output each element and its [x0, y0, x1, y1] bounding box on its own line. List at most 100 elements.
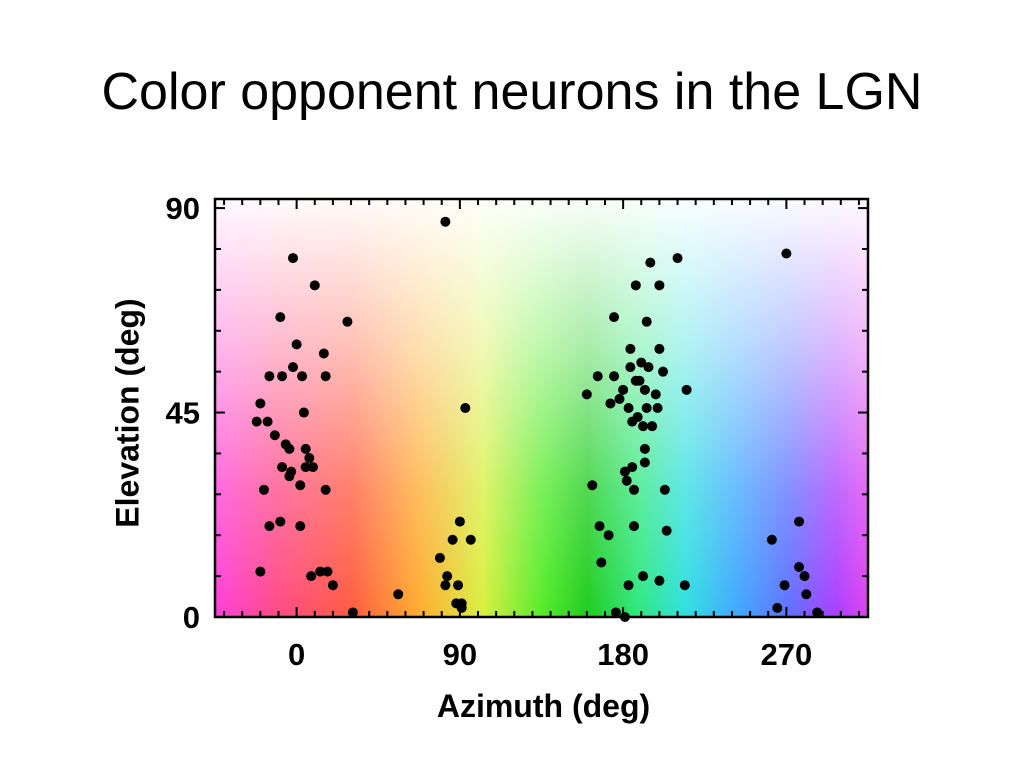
data-point: [342, 316, 353, 327]
data-point: [618, 384, 629, 395]
data-point: [605, 398, 616, 409]
data-point: [587, 480, 598, 491]
data-point: [772, 602, 783, 613]
data-point: [264, 521, 275, 532]
data-point: [327, 580, 338, 591]
data-point: [596, 557, 607, 568]
data-point: [621, 475, 632, 486]
data-point: [300, 462, 311, 473]
data-point: [465, 534, 476, 545]
data-point: [264, 371, 275, 382]
data-point: [636, 357, 647, 368]
data-point: [638, 421, 649, 432]
data-point: [658, 366, 669, 377]
data-point: [619, 612, 630, 622]
data-point: [647, 421, 658, 432]
data-point: [322, 566, 333, 577]
data-point: [306, 571, 317, 582]
data-point: [277, 371, 288, 382]
plot-area: [213, 197, 870, 622]
y-axis-title: Elevation (deg): [109, 298, 145, 527]
data-point: [297, 371, 308, 382]
data-point: [275, 516, 286, 527]
data-point: [309, 280, 320, 291]
data-point: [632, 412, 643, 423]
data-point: [630, 280, 641, 291]
data-point: [643, 362, 654, 373]
data-point: [298, 407, 309, 418]
data-point: [592, 371, 603, 382]
data-point: [275, 312, 286, 323]
data-point: [629, 521, 640, 532]
data-point: [794, 516, 805, 527]
x-tick-labels: 0 90 180 270: [288, 637, 812, 672]
data-point: [460, 403, 471, 413]
data-point: [286, 466, 297, 477]
data-point: [320, 484, 331, 495]
slide-title: Color opponent neurons in the LGN: [101, 63, 923, 121]
data-point: [623, 580, 634, 591]
data-point: [645, 257, 656, 268]
data-point: [393, 589, 404, 600]
data-point: [679, 580, 690, 591]
data-point: [300, 443, 311, 454]
data-point: [681, 384, 692, 395]
data-point: [287, 362, 298, 373]
data-point: [603, 530, 614, 541]
data-point: [262, 416, 273, 427]
data-point: [639, 443, 650, 454]
data-point: [614, 393, 625, 404]
data-point: [609, 371, 620, 382]
data-point: [295, 521, 306, 532]
x-tick-label: 270: [761, 637, 813, 672]
data-point: [291, 339, 302, 350]
data-point: [269, 430, 280, 441]
data-point: [627, 462, 638, 473]
data-point: [251, 416, 262, 427]
data-point: [258, 484, 269, 495]
data-point: [447, 534, 458, 545]
data-point: [652, 403, 663, 413]
data-point: [639, 457, 650, 468]
data-point: [659, 484, 670, 495]
data-point: [812, 607, 823, 618]
data-point: [287, 253, 298, 264]
data-point: [794, 562, 805, 573]
x-tick-label: 180: [597, 637, 649, 672]
data-point: [315, 566, 326, 577]
data-point: [255, 398, 266, 409]
data-point: [610, 607, 621, 618]
data-point: [654, 343, 665, 354]
data-point: [609, 312, 620, 323]
data-point: [440, 216, 451, 227]
x-tick-label: 0: [288, 637, 305, 672]
data-point: [277, 462, 288, 473]
data-point: [629, 484, 640, 495]
data-point: [654, 575, 665, 586]
data-point: [641, 403, 652, 413]
data-point: [801, 589, 812, 600]
data-point: [641, 316, 652, 327]
y-tick-label: 90: [166, 191, 200, 226]
data-point: [456, 602, 467, 613]
x-tick-label: 90: [443, 637, 477, 672]
data-point: [639, 384, 650, 395]
data-point: [307, 462, 318, 473]
data-point: [255, 566, 266, 577]
data-point: [318, 348, 329, 359]
data-point: [638, 571, 649, 582]
y-tick-label: 45: [166, 396, 200, 431]
colormap-saturation-overlay: [215, 199, 868, 617]
data-point: [453, 580, 464, 591]
data-point: [454, 516, 465, 527]
data-point: [284, 443, 295, 454]
data-point: [634, 375, 645, 386]
data-points: [251, 216, 823, 622]
y-tick-label: 0: [183, 600, 200, 635]
data-point: [594, 521, 605, 532]
data-point: [781, 248, 792, 259]
data-point: [347, 607, 358, 618]
data-point: [779, 580, 790, 591]
x-axis-title: Azimuth (deg): [437, 688, 650, 724]
